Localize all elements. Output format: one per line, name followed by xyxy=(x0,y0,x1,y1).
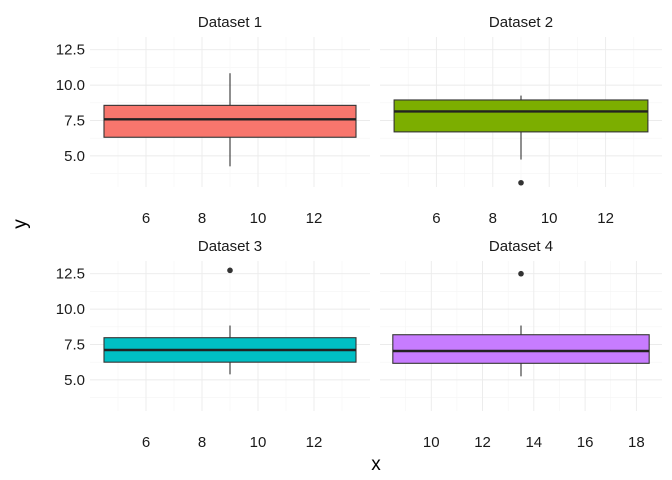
x-tick-label: 12 xyxy=(306,434,323,451)
x-tick-label: 12 xyxy=(474,434,491,451)
facet-panels: Dataset 1 5.0 7.5 10.0 12.5 6 8 10 12 Dataset 2 6 8… xyxy=(56,14,662,451)
y-tick-label: 5.0 xyxy=(64,148,85,165)
y-tick-label: 5.0 xyxy=(64,372,85,389)
box xyxy=(103,104,357,138)
x-tick-label: 12 xyxy=(306,210,323,227)
y-tick-label: 7.5 xyxy=(64,336,85,353)
facet-panel-2: Dataset 2 6 8 10 12 xyxy=(380,14,662,227)
x-tick-label: 8 xyxy=(198,434,206,451)
x-tick-label: 6 xyxy=(432,210,440,227)
outlier-point xyxy=(518,179,524,186)
x-tick-label: 18 xyxy=(628,434,645,451)
box xyxy=(393,99,649,133)
facet-panel-4: Dataset 4 10 12 14 16 18 xyxy=(380,238,662,451)
x-tick-label: 8 xyxy=(198,210,206,227)
x-tick-label: 6 xyxy=(142,434,150,451)
facet-title: Dataset 3 xyxy=(198,238,262,255)
box xyxy=(392,334,650,364)
y-tick-label: 10.0 xyxy=(56,301,85,318)
facet-title: Dataset 1 xyxy=(198,14,262,31)
x-tick-label: 10 xyxy=(250,210,267,227)
x-tick-label: 16 xyxy=(577,434,594,451)
x-tick-label: 6 xyxy=(142,210,150,227)
y-axis-title: y xyxy=(10,219,31,229)
x-tick-label: 10 xyxy=(250,434,267,451)
y-tick-label: 7.5 xyxy=(64,112,85,129)
y-tick-label: 12.5 xyxy=(56,42,85,59)
outlier-point xyxy=(227,267,233,274)
x-tick-label: 10 xyxy=(541,210,558,227)
x-tick-label: 8 xyxy=(489,210,497,227)
x-tick-label: 10 xyxy=(423,434,440,451)
x-tick-label: 14 xyxy=(525,434,542,451)
x-axis-title: x xyxy=(371,454,381,475)
facet-title: Dataset 2 xyxy=(489,14,553,31)
facet-panel-1: Dataset 1 5.0 7.5 10.0 12.5 6 8 10 12 xyxy=(56,14,370,227)
x-tick-label: 12 xyxy=(597,210,614,227)
outlier-point xyxy=(518,270,524,277)
y-tick-label: 10.0 xyxy=(56,77,85,94)
facet-panel-3: Dataset 3 5.0 7.5 10.0 12.5 6 8 10 12 xyxy=(56,238,370,451)
facet-title: Dataset 4 xyxy=(489,238,553,255)
y-tick-label: 12.5 xyxy=(56,266,85,283)
